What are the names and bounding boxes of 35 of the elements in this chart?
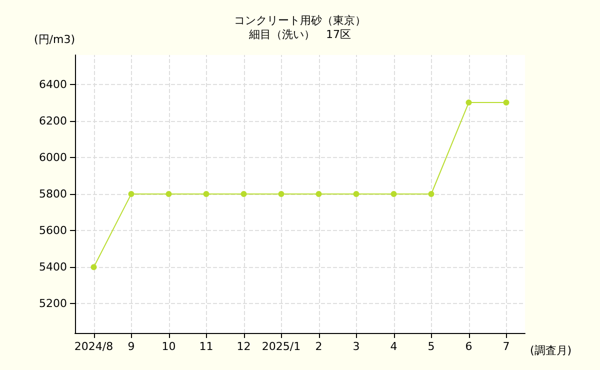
y-tick-label: 6200 <box>39 114 67 128</box>
point <box>278 191 284 197</box>
point <box>203 191 210 197</box>
y-tick-label: 5400 <box>39 260 67 274</box>
chart-subtitle: 細目（洗い） 17区 <box>248 28 351 41</box>
chart-title: コンクリート用砂（東京） <box>234 14 366 27</box>
point <box>353 191 360 197</box>
point <box>90 264 97 270</box>
x-tick-label: 2 <box>315 340 322 353</box>
x-tick-label: 2025/1 <box>262 340 301 353</box>
x-tick-label: 4 <box>390 340 398 353</box>
y-axis-title: (円/m3) <box>34 33 75 46</box>
x-tick-label: 12 <box>236 340 251 353</box>
point <box>128 191 134 197</box>
point <box>466 100 472 106</box>
point <box>240 191 247 197</box>
x-tick-label: 7 <box>502 340 510 353</box>
point <box>166 191 172 197</box>
x-tick-label: 3 <box>352 340 360 353</box>
point <box>316 191 322 197</box>
y-tick-label: 6000 <box>39 150 67 164</box>
y-tick-label: 5600 <box>39 224 67 238</box>
x-tick-label: 5 <box>428 340 435 353</box>
y-tick-label: 6400 <box>39 78 67 91</box>
point <box>428 191 434 197</box>
x-tick-label: 9 <box>128 340 135 353</box>
x-tick-label: 6 <box>465 340 472 353</box>
x-tick-label: 11 <box>199 340 214 353</box>
x-tick-label: 10 <box>162 340 176 353</box>
y-tick-label: 5200 <box>39 297 67 310</box>
y-tick-label: 5800 <box>39 188 67 200</box>
x-axis-title: (調査月) <box>530 344 572 357</box>
x-tick-label: 2024/8 <box>74 340 114 353</box>
point <box>390 191 397 197</box>
point <box>503 100 510 106</box>
